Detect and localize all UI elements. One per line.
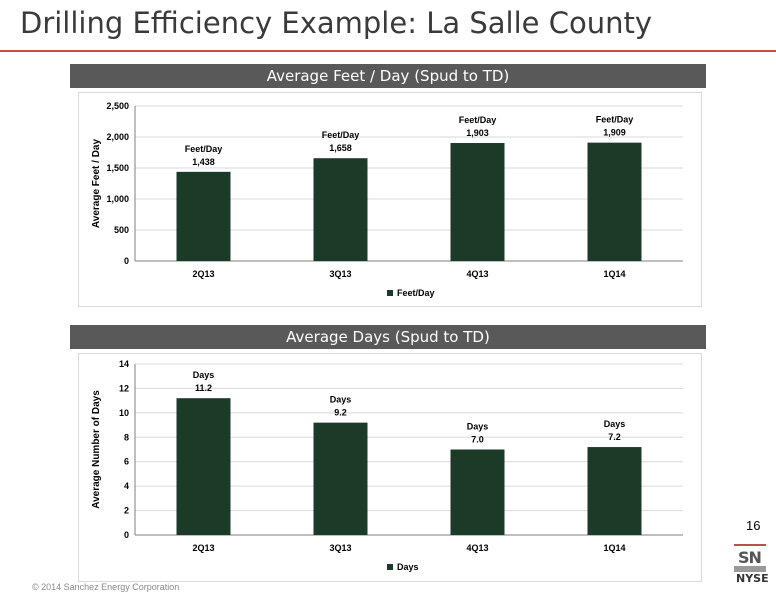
data-label-prefix: Feet/Day <box>596 115 634 125</box>
y-axis-label: Average Number of Days <box>91 390 102 509</box>
logo-text-bottom: NYSE <box>736 572 769 585</box>
bar <box>176 398 231 535</box>
title-divider <box>0 50 776 52</box>
y-tick-label: 2 <box>124 506 129 516</box>
y-tick-label: 2,000 <box>106 132 129 142</box>
data-label: 1,903 <box>466 128 489 138</box>
page-number: 16 <box>746 518 761 533</box>
data-label: 1,658 <box>329 143 352 153</box>
bar <box>313 158 368 261</box>
x-tick-label: 4Q13 <box>466 269 488 279</box>
data-label-prefix: Days <box>467 422 489 432</box>
legend-swatch <box>387 290 393 296</box>
x-tick-label: 2Q13 <box>192 543 214 553</box>
logo-text-top: SN <box>738 548 762 567</box>
y-tick-label: 8 <box>124 432 129 442</box>
data-label-prefix: Feet/Day <box>322 130 360 140</box>
y-tick-label: 1,000 <box>106 194 129 204</box>
y-tick-label: 0 <box>124 256 129 266</box>
y-tick-label: 2,500 <box>106 101 129 111</box>
chart-title-feet-per-day: Average Feet / Day (Spud to TD) <box>70 64 706 88</box>
bar <box>450 143 505 261</box>
chart-title-days: Average Days (Spud to TD) <box>70 325 706 349</box>
data-label: 1,909 <box>603 128 626 138</box>
data-label: 11.2 <box>195 383 212 393</box>
chart-feet-per-day: 0 500 1,000 1,500 2,000 2,500 Average Feet / D… <box>78 92 702 307</box>
data-label-prefix: Feet/Day <box>459 115 497 125</box>
bar <box>587 142 642 261</box>
bar <box>587 447 642 535</box>
y-tick-label: 12 <box>119 383 129 393</box>
logo-divider <box>734 566 766 572</box>
x-tick-label: 1Q14 <box>603 269 625 279</box>
data-label-prefix: Days <box>193 370 215 380</box>
y-axis-label: Average Feet / Day <box>91 139 102 229</box>
y-tick-label: 500 <box>114 225 129 235</box>
data-label: 7.0 <box>471 435 484 445</box>
chart-days-svg: 0 2 4 6 8 10 12 14 Average Number of Days Days 11.… <box>91 359 683 572</box>
bar <box>313 422 368 535</box>
logo-accent-bar <box>734 544 766 546</box>
y-tick-label: 6 <box>124 457 129 467</box>
data-label-prefix: Feet/Day <box>185 144 223 154</box>
y-tick-label: 4 <box>124 481 129 491</box>
legend-label: Days <box>397 562 419 572</box>
y-tick-label: 14 <box>119 359 129 369</box>
legend-swatch <box>387 564 393 570</box>
chart-days: 0 2 4 6 8 10 12 14 Average Number of Days Days 11.… <box>78 353 702 582</box>
x-tick-label: 1Q14 <box>603 543 625 553</box>
data-label: 9.2 <box>334 408 347 418</box>
bar <box>176 171 231 261</box>
company-logo: SN NYSE <box>730 544 770 592</box>
y-tick-label: 0 <box>124 530 129 540</box>
x-tick-label: 3Q13 <box>329 269 351 279</box>
bar <box>450 449 505 535</box>
page-title: Drilling Efficiency Example: La Salle Co… <box>20 6 652 40</box>
data-label: 1,438 <box>192 157 215 167</box>
copyright-notice: © 2014 Sanchez Energy Corporation <box>32 582 180 592</box>
x-tick-label: 2Q13 <box>192 269 214 279</box>
y-tick-label: 1,500 <box>106 163 129 173</box>
chart-feet-per-day-svg: 0 500 1,000 1,500 2,000 2,500 Average Feet / D… <box>91 101 683 298</box>
data-label-prefix: Days <box>604 419 626 429</box>
x-tick-label: 3Q13 <box>329 543 351 553</box>
data-label: 7.2 <box>608 432 621 442</box>
legend-label: Feet/Day <box>397 288 435 298</box>
x-tick-label: 4Q13 <box>466 543 488 553</box>
y-tick-label: 10 <box>119 408 129 418</box>
data-label-prefix: Days <box>330 395 352 405</box>
